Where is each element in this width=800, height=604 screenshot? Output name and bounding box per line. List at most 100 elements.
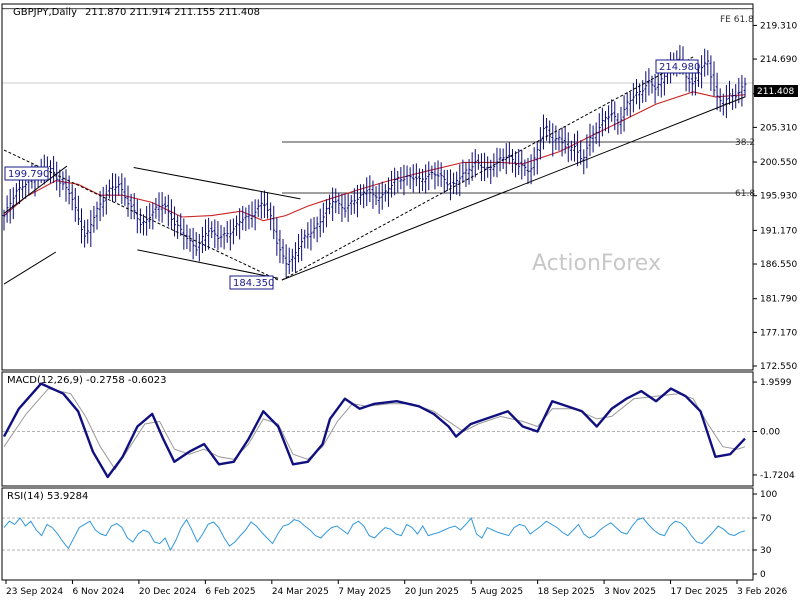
time-tick-label: 17 Dec 2025 (671, 587, 729, 597)
candle (52, 155, 56, 183)
candle (173, 206, 176, 237)
candle (114, 173, 118, 203)
candle (650, 75, 654, 94)
fe-618-label: FE 61.8 (720, 15, 754, 25)
candle (526, 157, 530, 185)
price-tick-label: 200.550 (760, 158, 797, 168)
candle (430, 165, 434, 180)
candle (219, 225, 223, 248)
candle (163, 196, 167, 214)
candle (318, 208, 322, 238)
candle (278, 229, 282, 264)
candle (703, 48, 707, 77)
candle (281, 238, 285, 264)
time-tick-label: 7 May 2025 (338, 587, 391, 597)
candle (70, 184, 74, 211)
candle (588, 123, 592, 156)
candle (77, 195, 80, 226)
candle (579, 140, 583, 165)
candle (266, 192, 269, 219)
candle (600, 107, 604, 137)
candle (104, 184, 108, 215)
candle (535, 141, 539, 175)
candle (204, 219, 207, 251)
candle (250, 201, 254, 228)
candle (461, 159, 465, 183)
swing-high-label: 199.790 (8, 169, 49, 180)
candle (473, 149, 477, 178)
candle (402, 164, 406, 196)
low-label: 184.350 (233, 278, 274, 289)
candle (424, 164, 428, 194)
candle (718, 88, 722, 112)
candle (303, 229, 307, 249)
candle (362, 184, 366, 209)
macd-label: MACD(12,26,9) -0.2758 -0.6023 (7, 375, 167, 386)
candle (132, 192, 136, 220)
candle (700, 55, 703, 89)
time-tick-label: 6 Nov 2024 (72, 587, 124, 597)
candle (334, 188, 338, 214)
candle (411, 164, 415, 193)
candle (709, 55, 713, 91)
candle (396, 170, 400, 193)
candle (573, 133, 576, 162)
macd-panel-frame (1, 371, 754, 487)
candle (455, 171, 459, 195)
current-price-box (754, 85, 798, 97)
candle (86, 219, 90, 244)
rsi-tick-label: 70 (760, 514, 772, 524)
rising-trendline (281, 96, 746, 281)
candle (399, 167, 403, 190)
candle (284, 244, 288, 279)
candle (160, 192, 164, 223)
candle (743, 77, 747, 98)
swing-high-label-box (4, 166, 49, 181)
candle (613, 101, 617, 131)
price-panel-frame (1, 3, 754, 371)
candle (489, 159, 493, 185)
rsi-tick-label: 30 (760, 546, 772, 556)
candle (458, 164, 462, 197)
candle (439, 162, 443, 187)
candle (365, 177, 369, 207)
candle (554, 125, 558, 150)
candle (433, 162, 437, 190)
time-tick-label: 23 Sep 2024 (6, 587, 63, 597)
candle (325, 199, 328, 228)
candle (352, 188, 356, 214)
candle (349, 195, 353, 215)
candle (247, 204, 251, 230)
candle (414, 163, 418, 187)
price-tick-label: 219.310 (760, 21, 797, 31)
ohlc-readout: 211.870 211.914 211.155 211.408 (85, 7, 260, 18)
time-tick-label: 3 Nov 2025 (604, 587, 656, 597)
macd-tick-label: -1.7204 (760, 471, 795, 481)
candle (201, 226, 204, 254)
falling-channel-top (133, 167, 301, 200)
candle (145, 206, 149, 236)
candle (563, 125, 567, 154)
candle (188, 228, 192, 252)
candle (126, 185, 130, 217)
candle (225, 220, 229, 243)
candle (520, 150, 524, 180)
left-channel-bottom (3, 251, 57, 285)
candle (560, 127, 564, 157)
candle (480, 153, 483, 182)
time-tick-label: 3 Feb 2026 (737, 587, 788, 597)
candle (315, 216, 319, 243)
swing-high-label-group: 199.790 (4, 166, 49, 181)
candle (179, 213, 183, 236)
candle (607, 105, 610, 134)
candle (222, 227, 226, 250)
candle (92, 205, 96, 233)
candle (569, 140, 573, 161)
candle (111, 173, 114, 203)
candle (123, 177, 127, 206)
candle (380, 181, 384, 210)
candle (371, 180, 375, 209)
candle (64, 169, 68, 202)
candle (297, 234, 300, 263)
